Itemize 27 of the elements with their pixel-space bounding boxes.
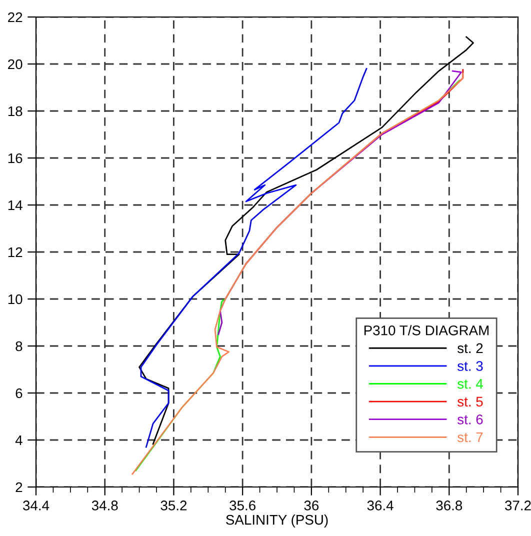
text: st. 2 xyxy=(458,343,483,354)
x-tick-label: 36 xyxy=(304,500,319,510)
y-tick-label: 14 xyxy=(8,200,22,210)
y-tick-label: 18 xyxy=(8,106,22,116)
text: st. 4 xyxy=(458,379,483,389)
y-tick-label: 6 xyxy=(16,388,22,398)
x-tick-label: 35.6 xyxy=(230,500,256,510)
x-tick-label: 36.4 xyxy=(367,500,394,510)
y-tick-label: 4 xyxy=(15,435,22,446)
x-tick-label: 34.4 xyxy=(23,500,50,510)
y-tick-label: 8 xyxy=(16,341,22,352)
y-tick-label: 12 xyxy=(8,247,22,258)
x-tick-label: 36.8 xyxy=(436,500,462,510)
x-tick-label: 35.2 xyxy=(160,500,187,510)
text: st. 3 xyxy=(458,361,483,371)
y-tick-label: 20 xyxy=(8,59,22,70)
y-tick-label: 10 xyxy=(8,294,22,304)
text: st. 7 xyxy=(458,432,483,442)
x-axis-title: SALINITY (PSU) xyxy=(226,514,328,528)
x-tick-label: 34.8 xyxy=(92,500,118,510)
text: st. 5 xyxy=(458,396,483,407)
text: st. 6 xyxy=(458,414,483,424)
x-tick-label: 37.2 xyxy=(505,500,531,510)
y-tick-label: 2 xyxy=(16,482,22,492)
y-tick-label: 22 xyxy=(8,12,22,22)
legend-title: P310 T/S DIAGRAM xyxy=(364,325,489,336)
y-tick-label: 16 xyxy=(8,153,22,164)
